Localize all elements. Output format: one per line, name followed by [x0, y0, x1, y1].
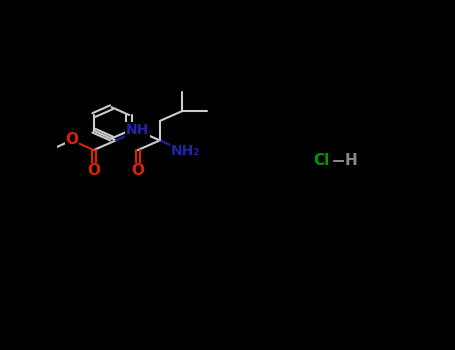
Text: O: O: [87, 163, 100, 178]
Text: NH₂: NH₂: [171, 145, 200, 159]
Text: O: O: [66, 132, 78, 147]
Text: Cl: Cl: [313, 153, 329, 168]
Text: H: H: [345, 153, 358, 168]
Text: O: O: [131, 163, 144, 178]
Text: NH: NH: [126, 123, 149, 137]
